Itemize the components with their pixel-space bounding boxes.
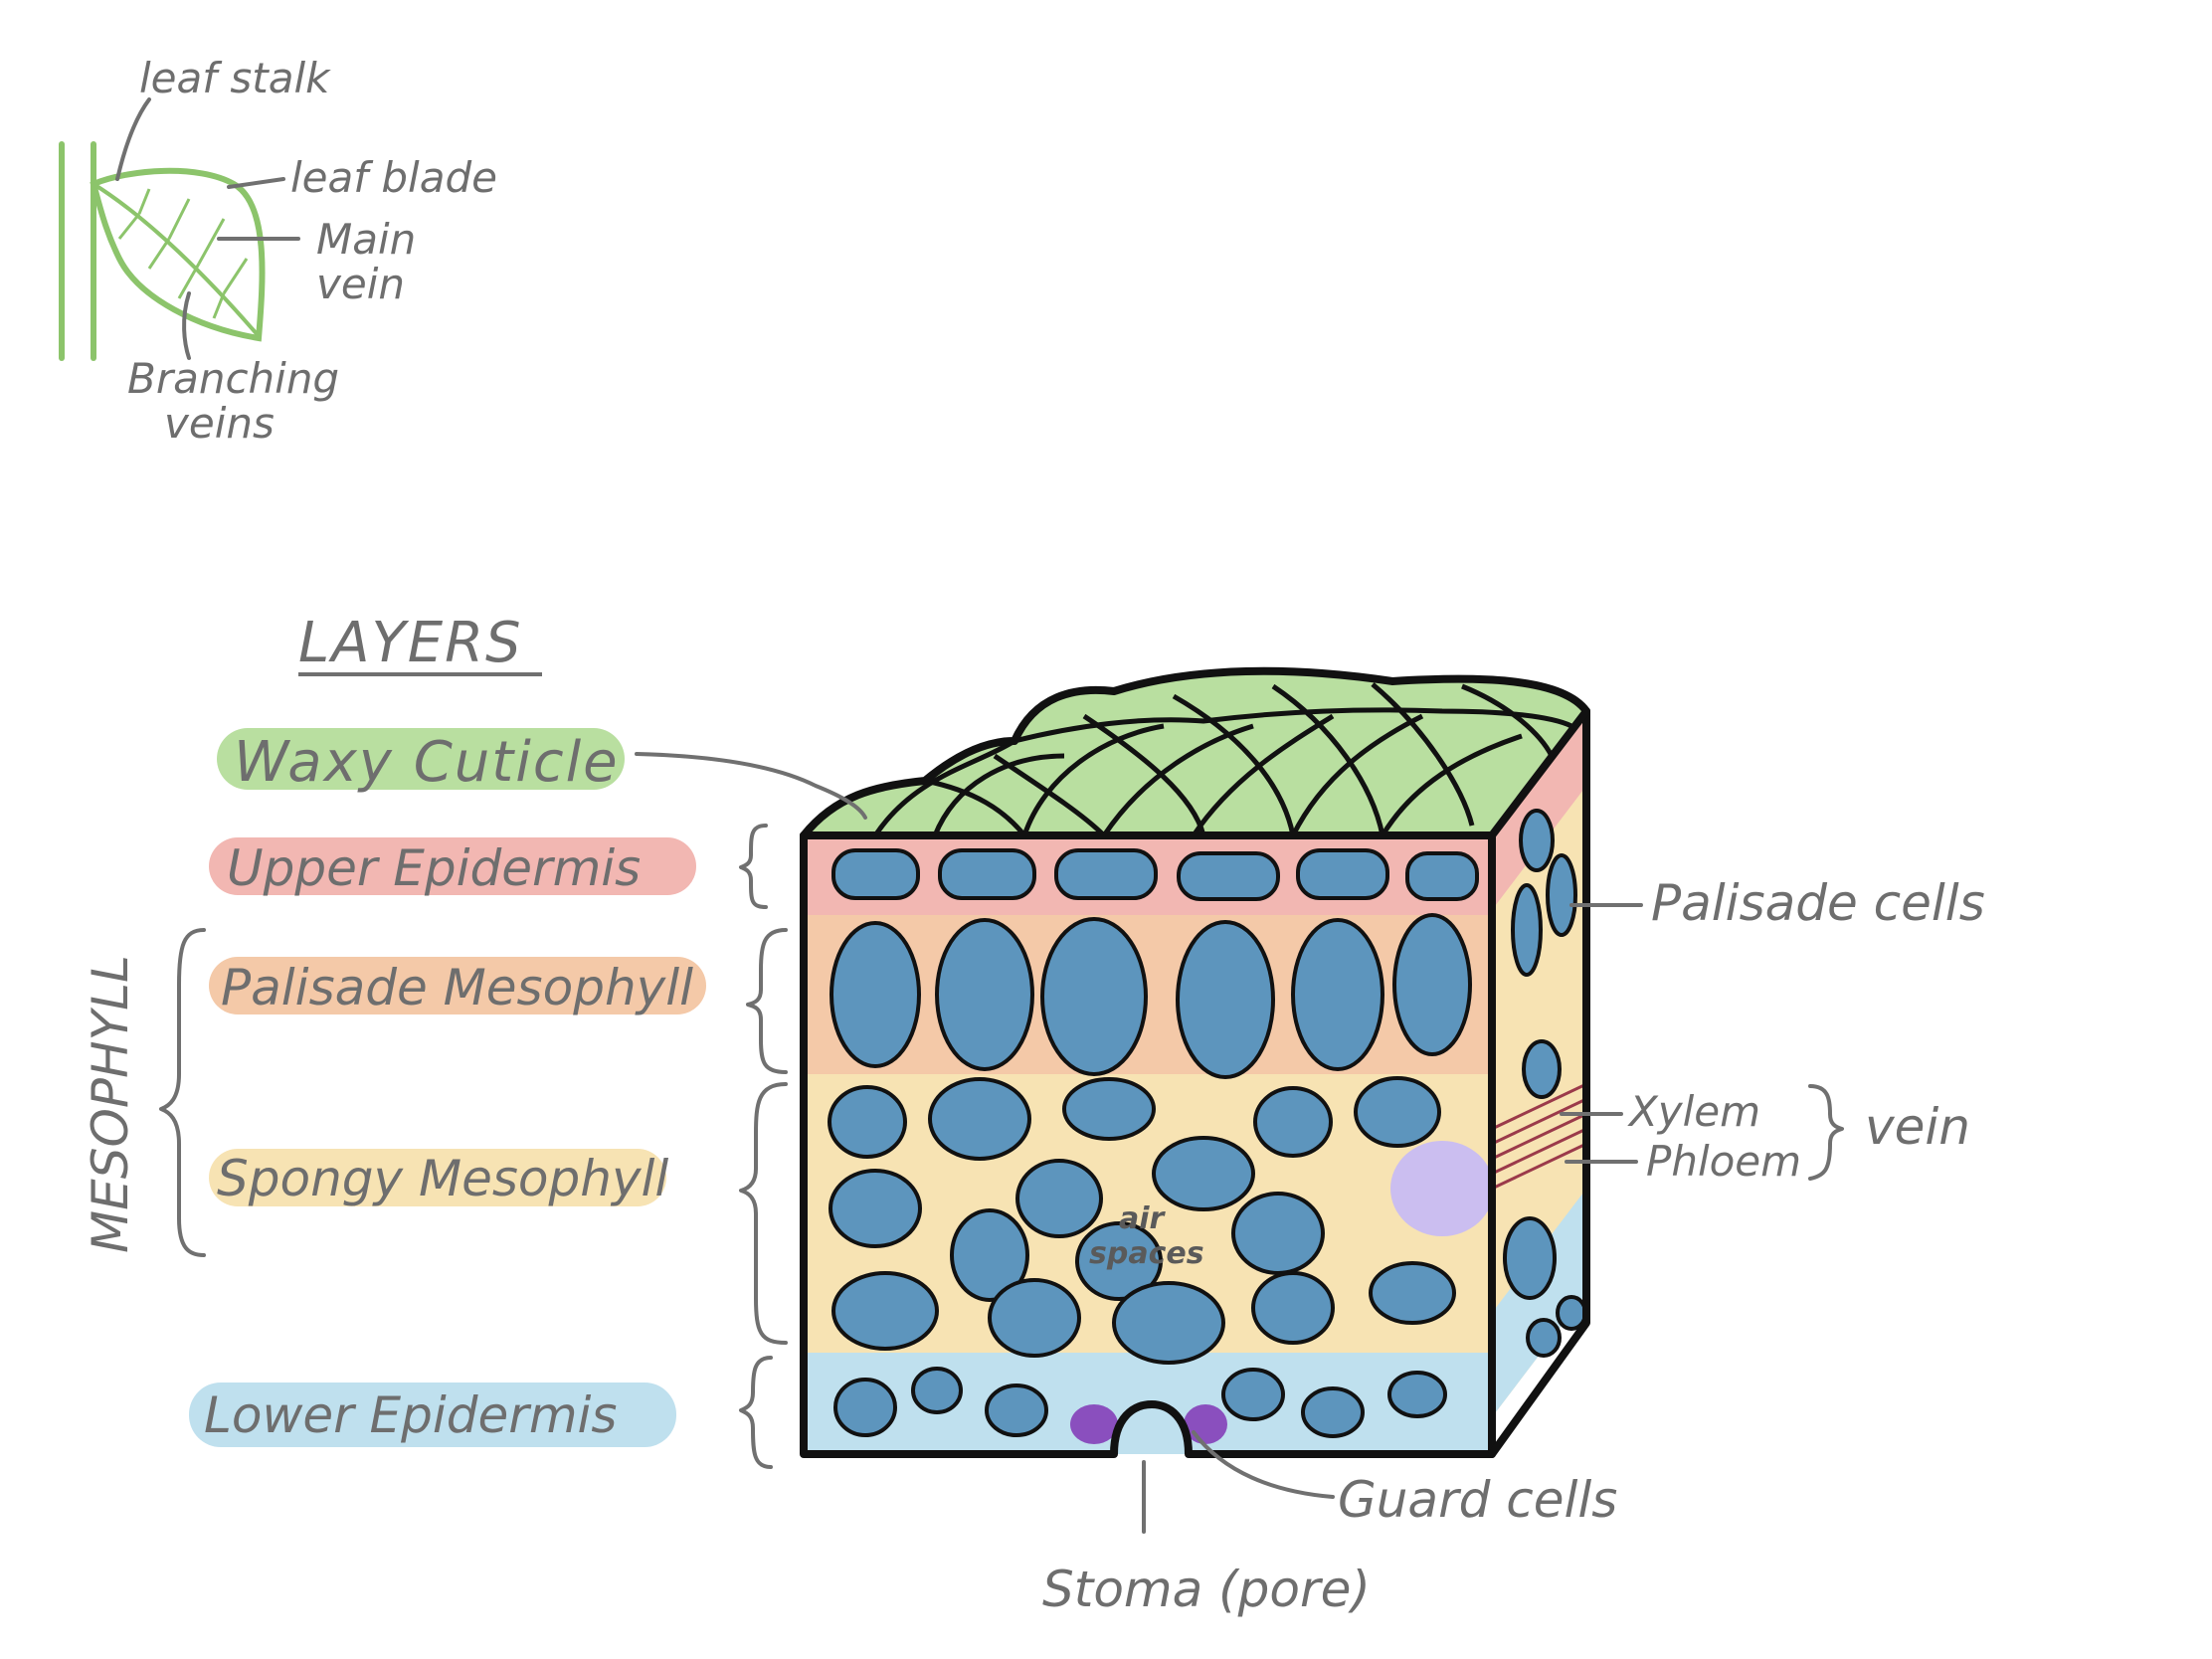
vein-label: vein — [1865, 1098, 1970, 1156]
front-face-outline — [800, 831, 1496, 1458]
xylem-phloem-lines — [1491, 1082, 1587, 1191]
lower-epidermis-bracket — [739, 1356, 773, 1469]
guard-cells-label: Guard cells — [1338, 1471, 1617, 1529]
waxy-cuticle-label: Waxy Cuticle — [234, 730, 620, 795]
palisade-cells-label: Palisade cells — [1651, 874, 1985, 932]
top-edge-outline — [800, 707, 1590, 839]
leaf-stalk-label: leaf stalk — [139, 54, 331, 102]
lower-epidermis-label: Lower Epidermis — [204, 1386, 617, 1444]
upper-epidermis-cells — [831, 848, 1479, 901]
air-spaces-label-1: air — [1119, 1201, 1167, 1236]
main-vein-label-2: vein — [316, 260, 405, 308]
spongy-mesophyll-highlight — [209, 1149, 666, 1206]
palisade-mesophyll-highlight — [209, 957, 706, 1014]
palisade-cells — [830, 809, 1577, 1099]
leaf-sketch: leaf stalk leaf blade Main vein Branchin… — [59, 54, 497, 448]
branching-veins-label-1: Branching — [127, 354, 339, 403]
lower-epidermis-highlight — [189, 1382, 676, 1447]
branching-veins-leader — [182, 291, 191, 360]
palisade-bracket — [746, 928, 788, 1074]
main-vein-label-1: Main — [316, 215, 416, 264]
leaf-blade-leader — [227, 177, 285, 189]
cuticle-scales — [872, 682, 1573, 837]
lower-epidermis-cells — [833, 1367, 1447, 1438]
main-vein-line — [92, 182, 261, 338]
air-spaces-label-2: spaces — [1089, 1236, 1204, 1271]
top-outline — [800, 666, 1590, 839]
side-face-lower-epidermis — [1492, 1189, 1586, 1417]
branching-veins-lines — [117, 188, 249, 319]
upper-epidermis-bracket — [739, 824, 768, 909]
vein-bundle — [1390, 1141, 1494, 1236]
branching-veins-label-2: veins — [164, 399, 275, 448]
mesophyll-bracket — [159, 928, 206, 1257]
layers-heading: LAYERS — [298, 611, 523, 675]
guard-cell-left — [1070, 1404, 1118, 1444]
mesophyll-label: MESOPHYLL — [82, 955, 139, 1253]
leaf-stalk-leader — [115, 97, 151, 181]
phloem-label: Phloem — [1646, 1137, 1801, 1186]
upper-epidermis-highlight — [209, 837, 696, 895]
side-face-outline — [1488, 707, 1590, 1458]
leaf-cross-section-block: air spaces — [800, 666, 1590, 1458]
stoma-label: Stoma (pore) — [1042, 1561, 1371, 1618]
spongy-bracket — [739, 1082, 788, 1345]
block-labels: Palisade cells Xylem Phloem vein Guard c… — [635, 752, 1985, 1618]
spongy-cells — [828, 1076, 1587, 1365]
waxy-cuticle-leader — [635, 752, 867, 820]
vein-bracket — [1808, 1084, 1844, 1181]
leaf-blade-shape — [90, 167, 266, 342]
waxy-cuticle-highlight — [217, 728, 625, 790]
upper-epidermis-label: Upper Epidermis — [227, 839, 641, 897]
palisade-mesophyll-label: Palisade Mesophyll — [221, 959, 693, 1016]
spongy-mesophyll-label: Spongy Mesophyll — [217, 1150, 668, 1207]
layers-legend: LAYERS Waxy Cuticle Upper Epidermis Pali… — [82, 611, 788, 1469]
guard-cells-leader — [1192, 1430, 1335, 1499]
leaf-blade-label: leaf blade — [290, 153, 497, 202]
xylem-label: Xylem — [1627, 1087, 1760, 1136]
